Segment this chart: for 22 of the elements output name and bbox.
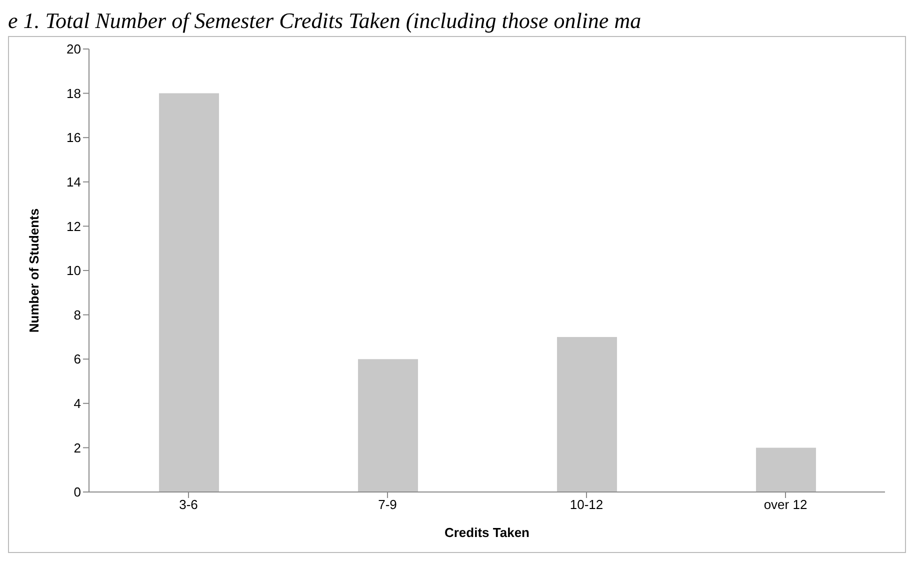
- x-tick-label: over 12: [764, 497, 808, 512]
- y-tick-label: 16: [66, 130, 81, 146]
- y-tick-label: 0: [74, 484, 81, 500]
- y-tick-label: 20: [66, 42, 81, 57]
- x-tick-label: 3-6: [179, 497, 198, 512]
- bar: [557, 336, 617, 492]
- x-axis-title: Credits Taken: [444, 525, 530, 540]
- chart-title: e 1. Total Number of Semester Credits Taken (including those online ma: [8, 8, 642, 35]
- y-tick-label: 6: [74, 352, 81, 367]
- y-tick-label: 10: [66, 263, 81, 278]
- y-tick-label: 18: [66, 86, 81, 101]
- y-tick-label: 2: [74, 440, 81, 456]
- x-tick-label: 7-9: [378, 497, 397, 512]
- y-axis-title: Number of Students: [26, 208, 42, 333]
- bar: [159, 93, 219, 492]
- y-tick-label: 4: [74, 396, 81, 412]
- y-tick-label: 14: [66, 174, 81, 190]
- x-tick-label: 10-12: [570, 497, 604, 512]
- bar: [358, 359, 418, 492]
- y-tick-label: 12: [66, 218, 81, 234]
- bar: [756, 448, 816, 492]
- y-tick-label: 8: [74, 307, 81, 322]
